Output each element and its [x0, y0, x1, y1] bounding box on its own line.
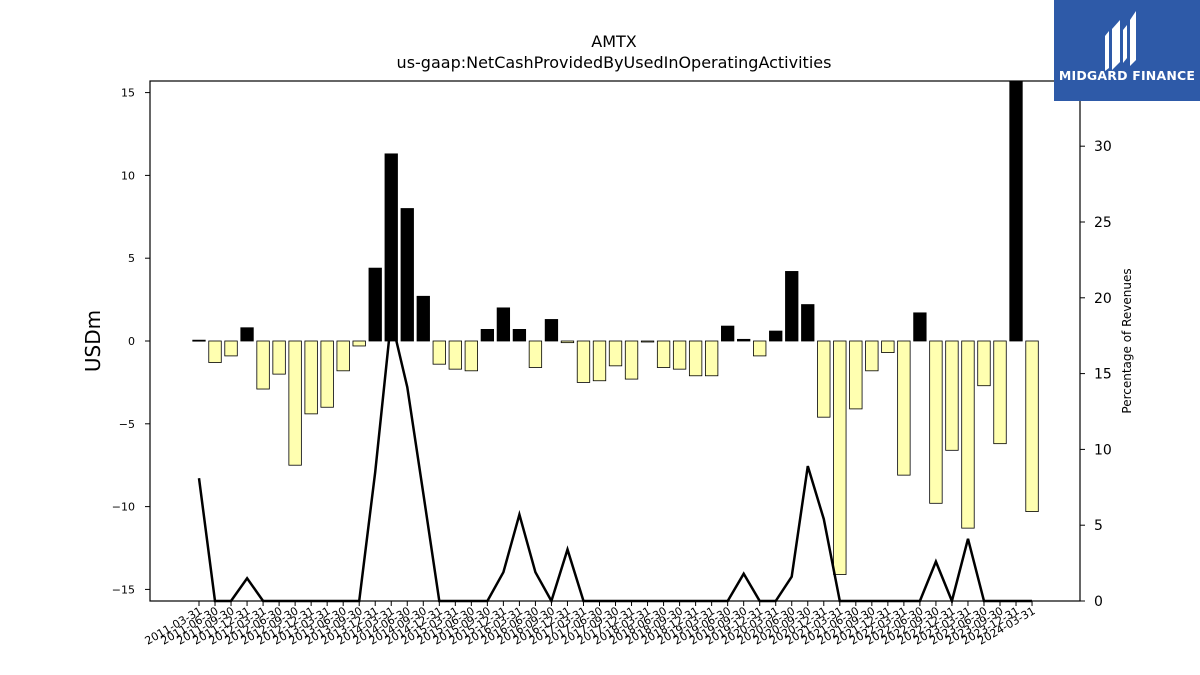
- bar-2017-09-30: [608, 340, 623, 367]
- bar-2020-12-31: [817, 340, 831, 418]
- chart-subtitle: us-gaap:NetCashProvidedByUsedInOperating…: [396, 53, 832, 72]
- bar-2016-09-30: [544, 319, 559, 342]
- bar-2013-12-31: [368, 267, 382, 342]
- y2-tick-label: 5: [1094, 518, 1103, 534]
- bar-2018-06-30: [656, 340, 671, 368]
- y-tick-label: −10: [112, 501, 135, 514]
- chart-title: AMTX: [591, 32, 637, 51]
- bar-2021-06-30: [849, 340, 863, 410]
- bar-2017-03-31: [576, 340, 591, 383]
- bar-2022-09-30: [929, 340, 943, 504]
- bar-2013-03-31: [320, 340, 334, 408]
- bar-2014-06-30: [400, 208, 414, 342]
- y2-axis: 0 5 10 15 20 25 30: [1080, 139, 1112, 610]
- bar-2016-06-30: [528, 340, 543, 368]
- bar-2019-12-31: [753, 340, 767, 357]
- bar-2012-03-31: [256, 340, 270, 390]
- bar-2022-12-31: [945, 340, 959, 451]
- y-tick-label: 0: [128, 335, 135, 348]
- bar-2020-09-30: [801, 304, 815, 342]
- x-axis: 2011-03-312011-06-302011-09-302011-12-31…: [143, 601, 1038, 648]
- bar-2015-03-31: [448, 340, 462, 370]
- y-tick-label: −15: [112, 583, 135, 596]
- bar-2020-03-31: [769, 330, 783, 342]
- bar-2022-06-30: [913, 312, 927, 342]
- bar-2019-03-31: [704, 340, 719, 377]
- bars-group: [192, 80, 1039, 575]
- y2-tick-label: 0: [1094, 594, 1103, 610]
- bar-2011-06-30: [208, 340, 222, 363]
- bar-2013-06-30: [336, 340, 350, 372]
- bar-2021-09-30: [865, 340, 879, 372]
- y-tick-label: 10: [121, 169, 135, 182]
- bar-2015-12-31: [496, 307, 511, 342]
- bar-2012-06-30: [272, 340, 286, 375]
- y2-tick-label: 30: [1094, 139, 1112, 155]
- bar-2020-06-30: [785, 271, 799, 342]
- bar-2023-09-30: [993, 340, 1007, 445]
- bar-2012-09-30: [288, 340, 302, 466]
- bar-2011-03-31: [192, 339, 206, 342]
- y-tick-label: 15: [121, 87, 135, 100]
- bar-2023-03-31: [961, 340, 975, 529]
- bar-2014-12-31: [432, 340, 446, 365]
- bar-2011-09-30: [224, 340, 238, 357]
- bar-2015-09-30: [480, 329, 495, 342]
- bar-2018-09-30: [672, 340, 687, 370]
- bar-2023-12-31: [1009, 80, 1023, 342]
- bar-2017-06-30: [592, 340, 607, 382]
- bar-2014-09-30: [416, 295, 430, 342]
- bar-2019-06-30: [721, 325, 735, 342]
- y2-tick-label: 15: [1094, 367, 1112, 383]
- brand-logo: MIDGARD FINANCE: [1054, 0, 1200, 101]
- bar-2022-03-31: [897, 340, 911, 476]
- bar-2017-12-31: [624, 340, 639, 380]
- bar-2014-03-31: [384, 153, 398, 342]
- bar-2015-06-30: [464, 340, 478, 372]
- y2-tick-label: 10: [1094, 442, 1112, 458]
- y-axis-label: USDm: [81, 310, 105, 372]
- bar-2019-09-30: [737, 338, 751, 342]
- bar-2011-12-31: [240, 327, 254, 342]
- bar-2016-12-31: [560, 340, 575, 344]
- bar-2021-12-31: [881, 340, 895, 353]
- bar-2018-12-31: [688, 340, 703, 377]
- bar-2013-09-30: [352, 340, 366, 347]
- y-tick-label: −5: [119, 418, 135, 431]
- y2-tick-label: 25: [1094, 215, 1112, 231]
- y-axis: −15 −10 −5 0 5 10 15: [112, 87, 150, 596]
- bar-2021-03-31: [833, 340, 847, 575]
- y2-axis-label: Percentage of Revenues: [1120, 268, 1134, 413]
- y-tick-label: 5: [128, 252, 135, 265]
- logo-text: MIDGARD FINANCE: [1058, 68, 1196, 83]
- bar-2023-06-30: [977, 340, 991, 387]
- bar-2012-12-31: [304, 340, 318, 415]
- logo-mark-icon: [1105, 11, 1136, 71]
- bar-2024-03-31: [1025, 340, 1039, 512]
- bar-2018-03-31: [640, 340, 655, 343]
- y2-tick-label: 20: [1094, 291, 1112, 307]
- bar-2016-03-31: [512, 329, 527, 342]
